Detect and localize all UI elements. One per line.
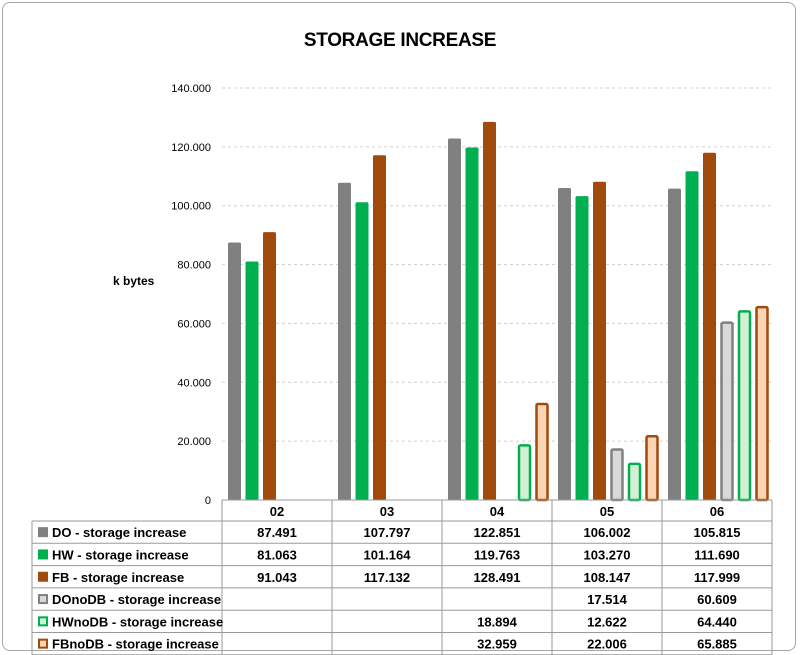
bar xyxy=(685,171,699,500)
table-cell-value: 117.999 xyxy=(694,570,740,585)
y-tick-label: 0 xyxy=(205,495,211,507)
legend-label: DO - storage increase xyxy=(52,525,186,540)
table-cell-value: 87.491 xyxy=(257,525,297,540)
legend-key xyxy=(38,571,48,582)
table-cell-value: 117.132 xyxy=(364,570,410,585)
table-cell-value: 81.063 xyxy=(257,547,297,562)
bar xyxy=(703,152,716,501)
bar xyxy=(720,321,734,502)
bar xyxy=(593,181,606,500)
bar xyxy=(228,242,241,500)
legend-key xyxy=(38,616,48,627)
table-cell-value: 18.894 xyxy=(477,614,518,629)
table-cell-value: 22.006 xyxy=(587,637,627,652)
table-cell-value: 122.851 xyxy=(474,525,521,540)
legend-label: FB - storage increase xyxy=(52,570,184,585)
legend-key xyxy=(38,549,48,560)
y-tick-label: 140.000 xyxy=(171,83,211,95)
category-label: 04 xyxy=(490,504,505,519)
bar xyxy=(755,305,769,502)
category-label: 02 xyxy=(270,504,284,519)
bar xyxy=(558,188,571,500)
y-tick-label: 120.000 xyxy=(171,142,211,154)
category-label: 05 xyxy=(600,504,614,519)
bar xyxy=(373,155,386,501)
bar xyxy=(627,462,642,502)
y-tick-label: 80.000 xyxy=(177,260,211,272)
table-cell-value: 17.514 xyxy=(587,592,628,607)
bar xyxy=(355,202,369,500)
table-cell-value: 103.270 xyxy=(584,547,631,562)
table-cell-value: 60.609 xyxy=(697,592,737,607)
y-tick-label: 20.000 xyxy=(177,436,211,448)
legend-key xyxy=(38,527,48,538)
bar xyxy=(517,444,532,502)
bar xyxy=(645,434,659,502)
category-label: 06 xyxy=(710,504,724,519)
chart-title: STORAGE INCREASE xyxy=(303,30,497,51)
table-cell-value: 128.491 xyxy=(474,570,521,585)
legend-key xyxy=(38,594,48,605)
table-cell-value: 12.622 xyxy=(587,614,627,629)
y-tick-label: 40.000 xyxy=(177,377,211,389)
legend-label: DOnoDB - storage increase xyxy=(52,592,221,607)
bar xyxy=(610,448,624,502)
bar xyxy=(737,310,752,502)
table-cell-value: 119.763 xyxy=(474,547,520,562)
table-cell-value: 111.690 xyxy=(694,547,740,562)
y-axis-label: k bytes xyxy=(113,274,155,288)
table-cell-value: 108.147 xyxy=(584,570,631,585)
legend-key xyxy=(38,638,48,649)
category-label: 03 xyxy=(380,504,394,519)
table-cell-value: 107.797 xyxy=(364,525,411,540)
table-cell-value: 64.440 xyxy=(697,614,737,629)
legend-label: FBnoDB - storage increase xyxy=(52,637,219,652)
bar xyxy=(465,147,479,500)
bar xyxy=(338,182,351,500)
legend-label: HWnoDB - storage increase xyxy=(52,614,223,629)
table-cell-value: 105.815 xyxy=(694,525,741,540)
y-tick-label: 60.000 xyxy=(177,318,211,330)
table-cell-value: 32.959 xyxy=(477,637,517,652)
bar xyxy=(263,232,276,500)
bar xyxy=(535,402,549,502)
bar xyxy=(448,138,461,501)
table-cell-value: 91.043 xyxy=(257,570,297,585)
table-cell-value: 101.164 xyxy=(364,547,412,562)
table-cell-value: 106.002 xyxy=(584,525,631,540)
y-tick-label: 100.000 xyxy=(171,201,211,213)
bar xyxy=(245,261,259,500)
bar xyxy=(575,196,589,501)
table-cell-value: 65.885 xyxy=(697,637,737,652)
bar xyxy=(483,121,496,501)
legend-label: HW - storage increase xyxy=(52,547,189,562)
bar xyxy=(668,188,681,501)
